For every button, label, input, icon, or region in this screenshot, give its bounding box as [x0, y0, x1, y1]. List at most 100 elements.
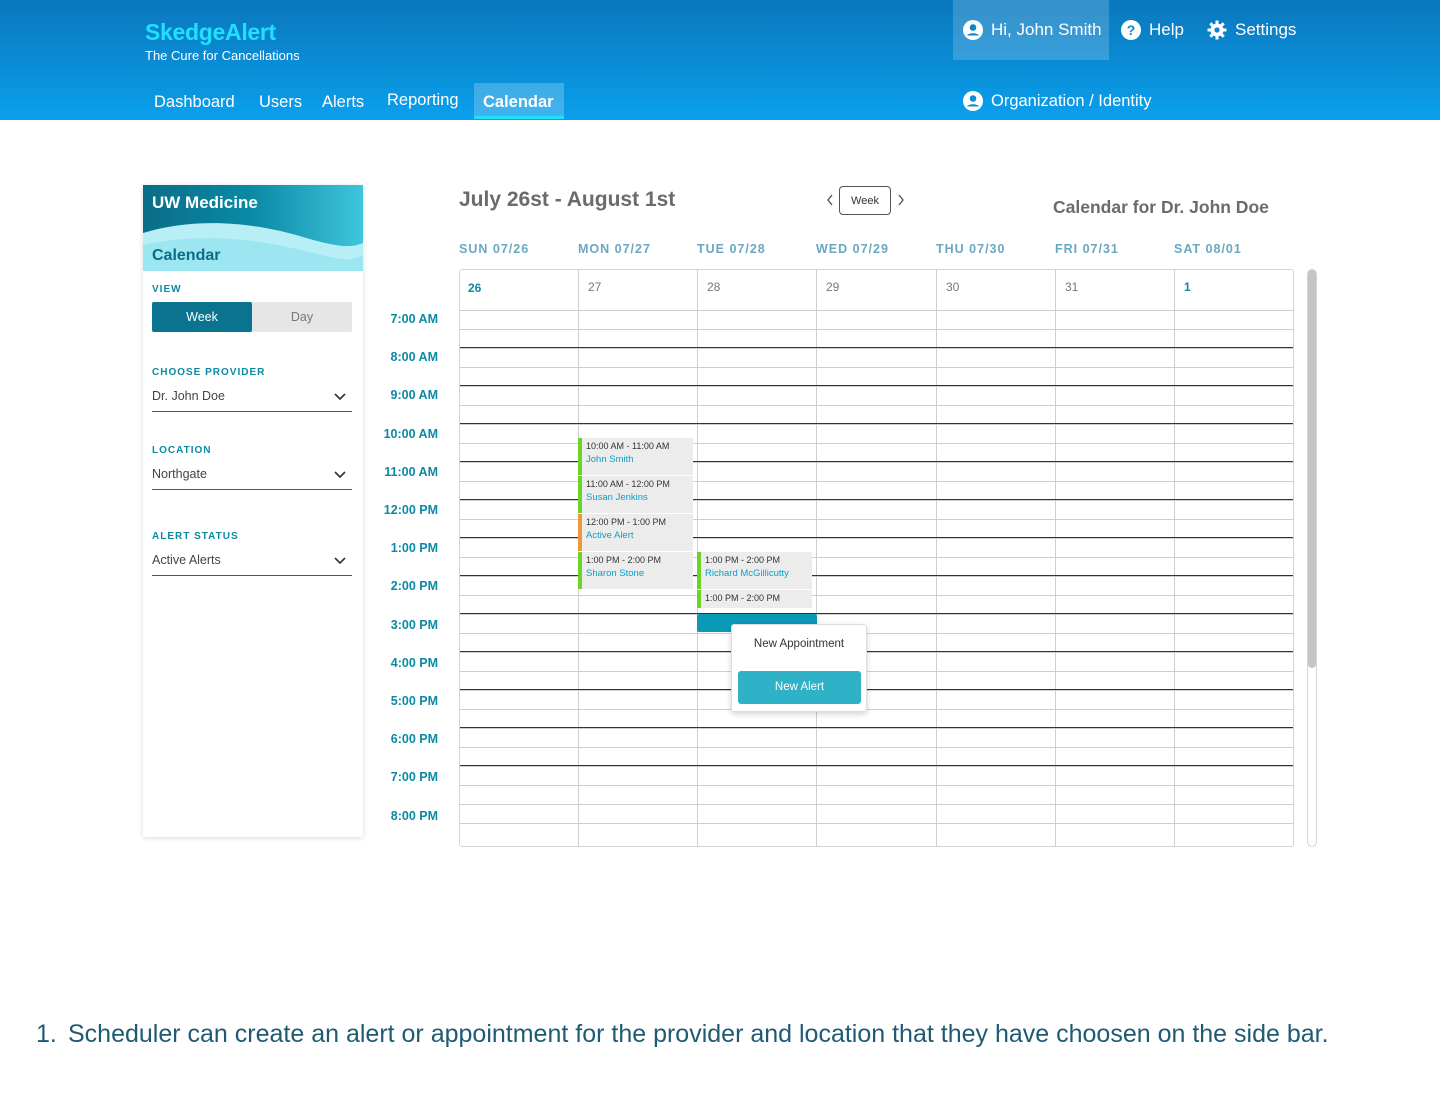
time-label: 10:00 AM	[383, 426, 438, 441]
next-week-button[interactable]	[897, 193, 905, 209]
appointment-name: Richard McGillicutty	[705, 568, 789, 579]
date-number[interactable]: 1	[1184, 280, 1191, 294]
location-label: LOCATION	[152, 445, 212, 456]
half-hour-line	[460, 405, 1293, 406]
nav-calendar[interactable]: Calendar	[474, 83, 564, 119]
time-label: 8:00 PM	[390, 808, 438, 823]
half-hour-line	[460, 633, 1293, 634]
view-toggle: Week Day	[152, 302, 352, 332]
svg-text:?: ?	[1127, 22, 1136, 38]
grid-scrollbar-track[interactable]	[1307, 269, 1317, 847]
wave-decoration	[143, 223, 363, 271]
hour-divider	[460, 765, 1293, 766]
appointment-block[interactable]: 10:00 AM - 11:00 AM John Smith	[578, 438, 693, 475]
provider-select[interactable]: Dr. John Doe	[152, 385, 352, 412]
time-label: 4:00 PM	[390, 655, 438, 670]
time-label: 11:00 AM	[384, 464, 438, 479]
hour-line	[460, 424, 1293, 425]
day-header: SUN 07/26	[459, 242, 530, 256]
new-appointment-button[interactable]: New Appointment	[753, 638, 845, 650]
grid-scrollbar-thumb[interactable]	[1308, 270, 1316, 668]
annotation-note: 1. Scheduler can create an alert or appoi…	[36, 1020, 1329, 1049]
date-number[interactable]: 31	[1065, 280, 1079, 294]
nav-reporting[interactable]: Reporting	[387, 91, 459, 109]
day-header: MON 07/27	[578, 242, 651, 256]
date-number[interactable]: 28	[707, 280, 721, 294]
appointment-block[interactable]: 1:00 PM - 2:00 PM Richard McGillicutty	[697, 552, 812, 589]
half-hour-line	[460, 443, 1293, 444]
alert-status-select[interactable]: Active Alerts	[152, 549, 352, 576]
brand-logo[interactable]: SkedgeAlert	[145, 19, 276, 45]
alert-status-label: ALERT STATUS	[152, 531, 239, 542]
appointment-name: John Smith	[586, 454, 634, 465]
hour-line	[460, 804, 1293, 805]
sidebar-header: UW Medicine Calendar	[143, 185, 363, 271]
nav-users[interactable]: Users	[259, 93, 303, 111]
provider-label: CHOOSE PROVIDER	[152, 367, 266, 378]
location-select[interactable]: Northgate	[152, 463, 352, 490]
hour-divider	[460, 727, 1293, 728]
user-menu[interactable]: Hi, John Smith	[963, 20, 1102, 40]
date-number[interactable]: 30	[946, 280, 960, 294]
date-number[interactable]: 29	[826, 280, 840, 294]
hour-line	[460, 348, 1293, 349]
chevron-right-icon	[898, 194, 904, 206]
calendar-sidebar: UW Medicine Calendar VIEW Week Day CHOOS…	[143, 185, 363, 837]
org-identity-label: Organization / Identity	[991, 91, 1152, 110]
view-day-button[interactable]: Day	[290, 310, 314, 324]
settings-label: Settings	[1235, 20, 1297, 39]
new-alert-button[interactable]: New Alert	[738, 671, 861, 704]
appointment-time: 12:00 PM - 1:00 PM	[586, 517, 667, 527]
appointment-block[interactable]: 11:00 AM - 12:00 PM Susan Jenkins	[578, 476, 693, 513]
appointment-block[interactable]: 12:00 PM - 1:00 PM Active Alert	[578, 514, 693, 551]
time-label: 3:00 PM	[390, 617, 438, 632]
appointment-block[interactable]: 1:00 PM - 2:00 PM	[697, 590, 812, 608]
half-hour-line	[460, 823, 1293, 824]
week-view-button[interactable]: Week	[839, 186, 891, 215]
chevron-down-icon	[334, 393, 346, 401]
note-text: Scheduler can create an alert or appoint…	[68, 1020, 1329, 1048]
day-header: TUE 07/28	[697, 242, 766, 256]
greeting-label: Hi, John Smith	[991, 20, 1102, 39]
day-header: FRI 07/31	[1055, 242, 1119, 256]
user-icon	[963, 91, 983, 111]
hour-divider	[460, 385, 1293, 386]
hour-line	[460, 538, 1293, 539]
half-hour-line	[460, 329, 1293, 330]
date-number[interactable]: 26	[468, 281, 482, 295]
hour-divider	[460, 423, 1293, 424]
user-icon	[963, 20, 983, 40]
hour-line	[460, 766, 1293, 767]
appointment-name: Susan Jenkins	[586, 492, 648, 503]
hour-divider	[460, 575, 1293, 576]
time-label: 6:00 PM	[390, 732, 438, 747]
hour-divider	[460, 461, 1293, 462]
settings-link[interactable]: Settings	[1207, 20, 1296, 40]
sidebar-section-title: Calendar	[152, 247, 221, 264]
help-link[interactable]: ? Help	[1121, 20, 1184, 40]
hour-divider	[460, 537, 1293, 538]
note-number: 1.	[36, 1020, 57, 1048]
half-hour-line	[460, 671, 1293, 672]
time-label: 8:00 AM	[390, 350, 438, 365]
time-label: 7:00 AM	[390, 312, 438, 326]
calendar-owner-title: Calendar for Dr. John Doe	[1053, 197, 1269, 217]
brand-tagline: The Cure for Cancellations	[145, 48, 300, 63]
date-number[interactable]: 27	[588, 280, 602, 294]
appointment-block[interactable]: 1:00 PM - 2:00 PM Sharon Stone	[578, 552, 693, 589]
time-label: 2:00 PM	[390, 579, 438, 594]
nav-alerts[interactable]: Alerts	[322, 93, 365, 111]
day-header: WED 07/29	[816, 242, 889, 256]
hour-divider	[460, 347, 1293, 348]
time-label: 9:00 AM	[390, 388, 438, 403]
hour-divider	[460, 613, 1293, 614]
org-identity-link[interactable]: Organization / Identity	[963, 91, 1152, 111]
appointment-name: Sharon Stone	[586, 568, 645, 579]
prev-week-button[interactable]	[826, 193, 834, 209]
nav-dashboard[interactable]: Dashboard	[154, 93, 235, 111]
view-week-button[interactable]: Week	[152, 302, 252, 332]
time-label: 7:00 PM	[390, 770, 438, 785]
alert-status-value: Active Alerts	[152, 553, 221, 567]
org-name: UW Medicine	[152, 193, 258, 212]
help-label: Help	[1149, 20, 1184, 39]
